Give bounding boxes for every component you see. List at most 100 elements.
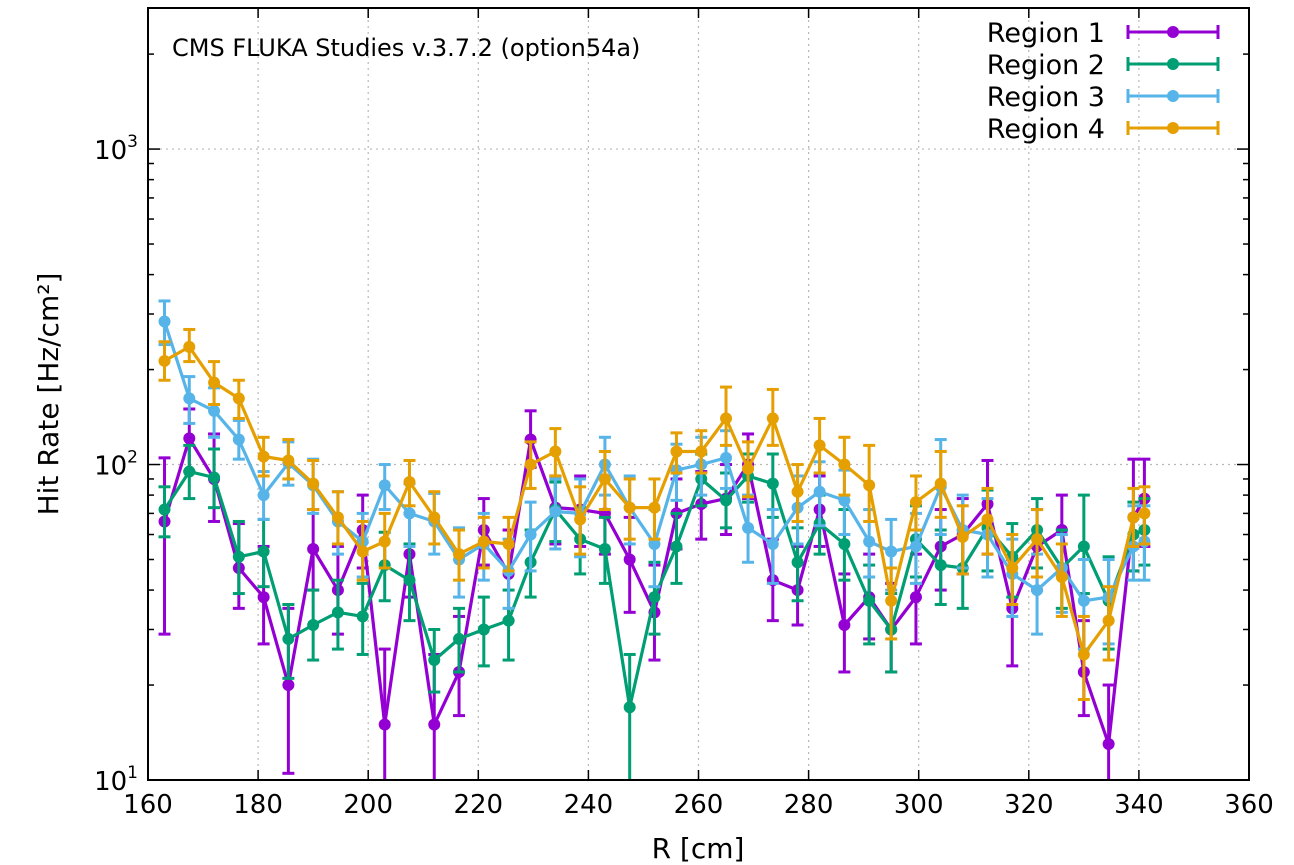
data-point: [183, 465, 196, 478]
data-point: [428, 654, 441, 667]
legend-marker: [1167, 26, 1179, 38]
data-point: [1102, 614, 1115, 627]
data-point: [428, 511, 441, 524]
data-point: [934, 477, 947, 490]
data-point: [282, 454, 295, 467]
data-point: [257, 591, 270, 604]
data-point: [1006, 561, 1019, 574]
data-point: [257, 545, 270, 558]
series-group: [158, 299, 1151, 780]
data-point: [183, 340, 196, 353]
data-point: [838, 618, 851, 631]
data-point: [524, 458, 537, 471]
data-point: [648, 591, 661, 604]
series-4: [158, 327, 1151, 701]
data-point: [1077, 594, 1090, 607]
data-point: [695, 445, 708, 458]
data-point: [453, 548, 466, 561]
x-tick-label: 340: [1114, 790, 1164, 820]
x-tick-label: 200: [343, 790, 393, 820]
legend-item: Region 4: [987, 114, 1220, 145]
data-point: [158, 354, 171, 367]
data-point: [502, 614, 515, 627]
x-tick-label: 180: [233, 790, 283, 820]
x-tick-labels: 160 180 200 220 240 260 280 300 320 340 360: [123, 790, 1274, 820]
data-point: [282, 632, 295, 645]
data-point: [477, 623, 490, 636]
legend-item: Region 2: [987, 50, 1220, 81]
data-point: [208, 471, 221, 484]
data-point: [766, 537, 779, 550]
data-point: [183, 392, 196, 405]
chart-title: CMS FLUKA Studies v.3.7.2 (option54a): [172, 34, 640, 62]
x-tick-label: 220: [453, 790, 503, 820]
y-axis-title: Hit Rate [Hz/cm²]: [32, 273, 65, 516]
x-tick-label: 280: [784, 790, 834, 820]
data-point: [909, 591, 922, 604]
data-point: [1077, 648, 1090, 661]
data-point: [356, 545, 369, 558]
data-point: [1138, 507, 1151, 520]
data-point: [648, 537, 661, 550]
x-axis-title: R [cm]: [652, 832, 745, 865]
data-point: [378, 479, 391, 492]
data-point: [158, 315, 171, 328]
data-point: [956, 530, 969, 543]
data-point: [208, 376, 221, 389]
data-point: [1031, 533, 1044, 546]
data-point: [331, 511, 344, 524]
data-point: [791, 556, 804, 569]
data-point: [428, 718, 441, 731]
data-point: [524, 528, 537, 541]
data-point: [549, 505, 562, 518]
legend-label: Region 3: [987, 82, 1105, 113]
legend-label: Region 4: [987, 114, 1105, 145]
data-point: [813, 485, 826, 498]
data-point: [282, 679, 295, 692]
x-tick-label: 320: [1004, 790, 1054, 820]
data-point: [477, 535, 490, 548]
x-tick-label: 160: [123, 790, 173, 820]
grid: [148, 8, 1249, 780]
data-point: [598, 542, 611, 555]
data-point: [863, 535, 876, 548]
data-point: [307, 477, 320, 490]
data-point: [838, 537, 851, 550]
data-point: [885, 594, 898, 607]
data-point: [863, 479, 876, 492]
legend-label: Region 2: [987, 50, 1105, 81]
data-point: [670, 445, 683, 458]
data-point: [403, 507, 416, 520]
data-point: [208, 404, 221, 417]
data-point: [356, 610, 369, 623]
data-point: [574, 513, 587, 526]
data-point: [670, 540, 683, 553]
data-point: [623, 553, 636, 566]
legend-item: Region 3: [987, 82, 1220, 113]
data-point: [742, 521, 755, 534]
data-point: [981, 513, 994, 526]
data-point: [403, 574, 416, 587]
legend-label: Region 1: [987, 18, 1105, 49]
data-point: [885, 545, 898, 558]
data-point: [158, 503, 171, 516]
data-point: [307, 618, 320, 631]
data-point: [909, 496, 922, 509]
data-point: [791, 485, 804, 498]
data-point: [742, 462, 755, 475]
data-point: [549, 445, 562, 458]
y-tick-label: 102: [94, 448, 138, 482]
data-point: [232, 392, 245, 405]
data-point: [453, 632, 466, 645]
series-line: [163, 345, 1145, 657]
data-point: [307, 542, 320, 555]
legend-marker: [1167, 58, 1179, 70]
data-point: [838, 458, 851, 471]
data-point: [1102, 738, 1115, 751]
data-point: [623, 501, 636, 514]
data-point: [331, 606, 344, 619]
data-point: [720, 494, 733, 507]
